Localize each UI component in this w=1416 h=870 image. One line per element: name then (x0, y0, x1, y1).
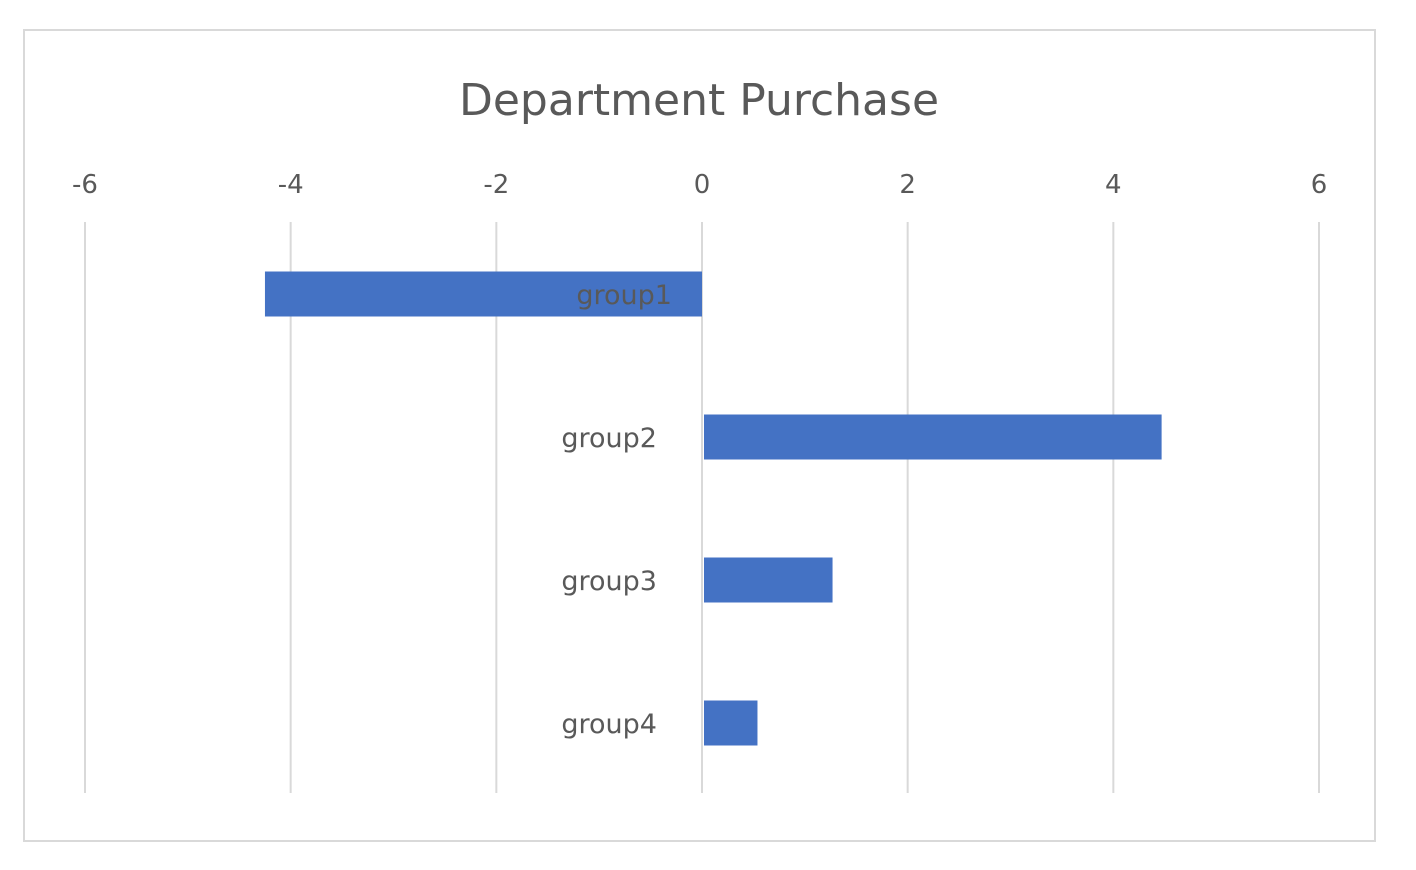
x-tick-label: 2 (899, 170, 916, 200)
bars (264, 271, 1162, 746)
category-labels: group1 group2 group3 group4 (561, 280, 672, 740)
category-label-group4: group4 (561, 709, 657, 740)
bar-group2 (704, 414, 1162, 460)
bar-group4 (704, 700, 758, 746)
x-tick-label: 0 (694, 170, 711, 200)
x-tick-label: -4 (278, 170, 304, 200)
x-tick-label: 4 (1105, 170, 1122, 200)
gridlines (84, 222, 1320, 793)
x-tick-label: -6 (72, 170, 98, 200)
chart-title: Department Purchase (459, 75, 939, 126)
bar-group3 (704, 557, 833, 603)
category-label-group2: group2 (561, 423, 657, 454)
category-label-group1: group1 (576, 280, 672, 311)
x-tick-label: -2 (483, 170, 509, 200)
category-label-group3: group3 (561, 566, 657, 597)
x-tick-labels: -6 -4 -2 0 2 4 6 (72, 170, 1327, 200)
bar-group1 (264, 271, 702, 317)
x-tick-label: 6 (1311, 170, 1328, 200)
